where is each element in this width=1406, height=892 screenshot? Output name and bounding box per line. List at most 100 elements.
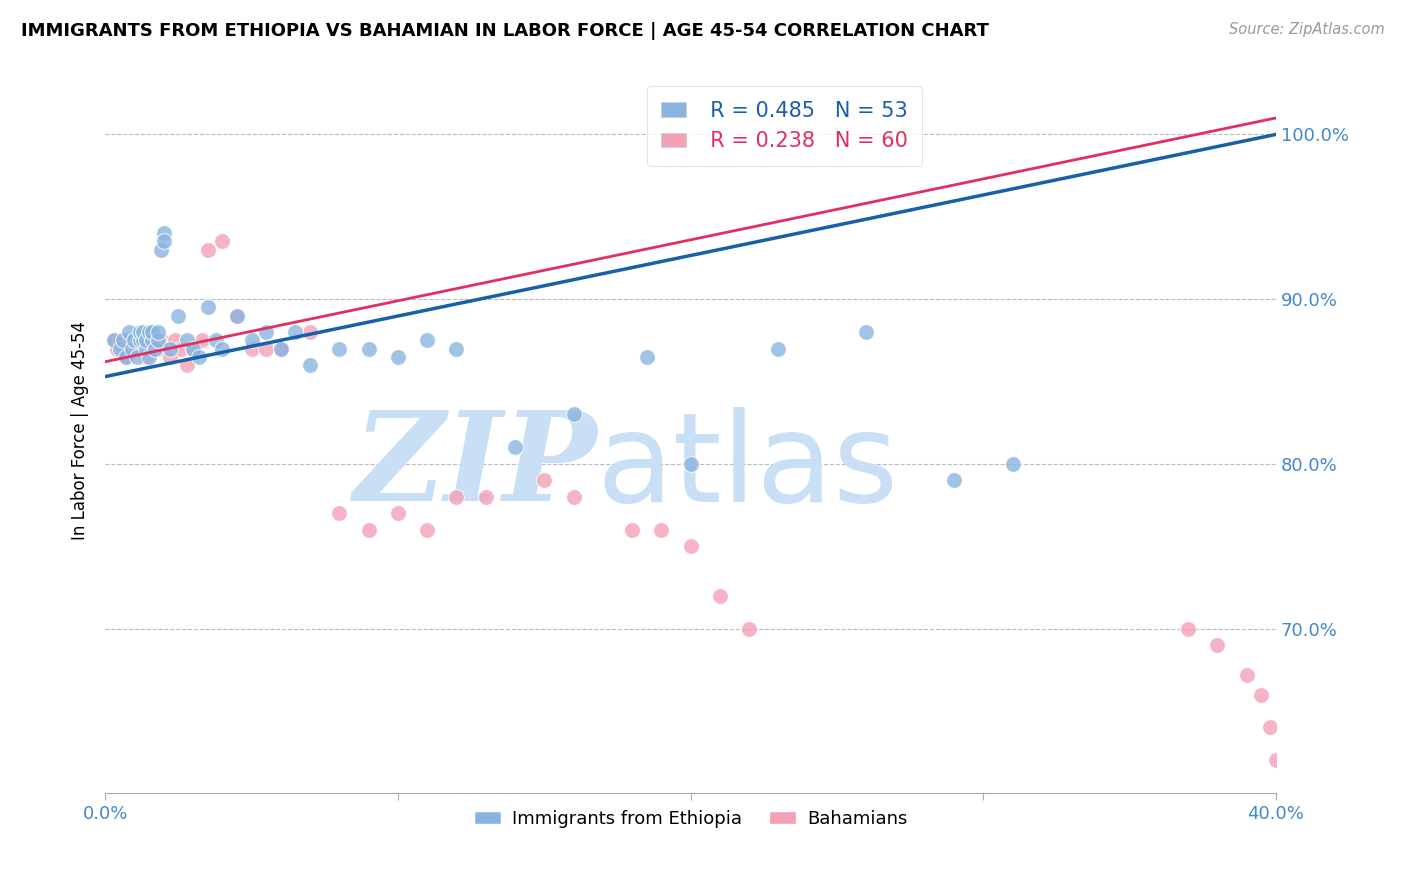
- Point: [416, 334, 439, 348]
- Point: [129, 334, 152, 348]
- Point: [165, 334, 187, 348]
- Point: [103, 334, 125, 348]
- Point: [108, 342, 131, 356]
- Point: [117, 334, 139, 348]
- Point: [240, 342, 263, 356]
- Point: [138, 350, 160, 364]
- Point: [114, 350, 136, 364]
- Point: [357, 523, 380, 537]
- Point: [152, 226, 174, 240]
- Point: [146, 342, 169, 356]
- Point: [141, 334, 163, 348]
- Point: [143, 342, 166, 356]
- Point: [135, 342, 157, 356]
- Point: [446, 490, 468, 504]
- Point: [114, 334, 136, 348]
- Point: [357, 342, 380, 356]
- Point: [135, 350, 157, 364]
- Point: [135, 342, 157, 356]
- Point: [636, 350, 658, 364]
- Point: [121, 342, 143, 356]
- Point: [205, 334, 228, 348]
- Point: [738, 622, 761, 636]
- Point: [138, 342, 160, 356]
- Point: [299, 325, 322, 339]
- Point: [768, 342, 790, 356]
- Point: [1265, 753, 1288, 767]
- Point: [152, 235, 174, 249]
- Point: [328, 506, 350, 520]
- Text: ZIP: ZIP: [353, 407, 598, 528]
- Point: [197, 243, 219, 257]
- Point: [111, 342, 134, 356]
- Point: [226, 309, 249, 323]
- Point: [254, 325, 277, 339]
- Point: [270, 342, 292, 356]
- Point: [143, 334, 166, 348]
- Point: [159, 342, 181, 356]
- Point: [855, 325, 877, 339]
- Point: [181, 342, 204, 356]
- Point: [141, 325, 163, 339]
- Point: [132, 334, 155, 348]
- Point: [1206, 638, 1229, 652]
- Point: [191, 334, 214, 348]
- Point: [167, 309, 190, 323]
- Point: [146, 325, 169, 339]
- Point: [328, 342, 350, 356]
- Point: [679, 457, 702, 471]
- Point: [129, 325, 152, 339]
- Point: [149, 334, 172, 348]
- Point: [446, 342, 468, 356]
- Point: [159, 350, 181, 364]
- Point: [152, 342, 174, 356]
- Point: [129, 342, 152, 356]
- Point: [387, 506, 409, 520]
- Point: [650, 523, 672, 537]
- Text: atlas: atlas: [598, 407, 898, 528]
- Point: [270, 342, 292, 356]
- Point: [503, 441, 526, 455]
- Point: [943, 474, 966, 488]
- Point: [621, 523, 644, 537]
- Point: [135, 334, 157, 348]
- Point: [226, 309, 249, 323]
- Point: [1250, 688, 1272, 702]
- Point: [132, 334, 155, 348]
- Point: [254, 342, 277, 356]
- Point: [299, 358, 322, 372]
- Point: [176, 334, 198, 348]
- Point: [1177, 622, 1199, 636]
- Point: [474, 490, 496, 504]
- Point: [562, 490, 585, 504]
- Point: [211, 235, 233, 249]
- Point: [111, 334, 134, 348]
- Point: [132, 342, 155, 356]
- Point: [170, 342, 193, 356]
- Point: [127, 342, 149, 356]
- Point: [1001, 457, 1024, 471]
- Point: [187, 350, 209, 364]
- Legend: Immigrants from Ethiopia, Bahamians: Immigrants from Ethiopia, Bahamians: [467, 803, 914, 835]
- Point: [240, 334, 263, 348]
- Point: [197, 301, 219, 315]
- Point: [105, 342, 128, 356]
- Point: [124, 334, 146, 348]
- Point: [132, 325, 155, 339]
- Y-axis label: In Labor Force | Age 45-54: In Labor Force | Age 45-54: [72, 321, 89, 541]
- Point: [679, 539, 702, 553]
- Point: [117, 325, 139, 339]
- Text: Source: ZipAtlas.com: Source: ZipAtlas.com: [1229, 22, 1385, 37]
- Point: [108, 334, 131, 348]
- Point: [138, 325, 160, 339]
- Point: [146, 334, 169, 348]
- Point: [416, 523, 439, 537]
- Point: [103, 334, 125, 348]
- Point: [127, 334, 149, 348]
- Point: [124, 334, 146, 348]
- Point: [117, 342, 139, 356]
- Point: [149, 243, 172, 257]
- Point: [121, 342, 143, 356]
- Point: [562, 408, 585, 422]
- Point: [121, 334, 143, 348]
